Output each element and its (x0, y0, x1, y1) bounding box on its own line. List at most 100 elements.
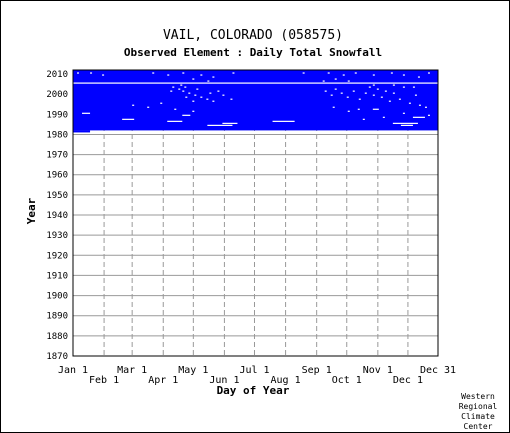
missing-day (380, 96, 383, 98)
y-axis-label: Year (25, 197, 38, 224)
y-tick-label: 2010 (46, 70, 68, 80)
missing-day (180, 84, 183, 86)
missing-day (196, 88, 199, 90)
x-tick-label: Feb 1 (89, 375, 119, 386)
missing-day (354, 72, 357, 74)
missing-segment (412, 116, 425, 118)
missing-day (347, 80, 350, 82)
y-tick-label: 1910 (46, 271, 68, 281)
missing-day (212, 76, 215, 78)
y-tick-label: 1930 (46, 231, 68, 241)
y-tick-label: 2000 (46, 90, 68, 100)
plot-frame (72, 69, 439, 357)
missing-day (327, 72, 330, 74)
missing-day (184, 86, 187, 88)
x-tick-label: Jul 1 (239, 365, 269, 376)
missing-day (132, 104, 135, 106)
missing-day (206, 98, 209, 100)
y-tick-label: 1870 (46, 352, 68, 362)
missing-day (170, 90, 173, 92)
x-tick-label: Jan 1 (58, 365, 88, 376)
chart-subtitle: Observed Element : Daily Total Snowfall (124, 46, 382, 59)
missing-segment (372, 108, 379, 110)
y-tick-label: 1920 (46, 251, 68, 261)
missing-day (388, 100, 391, 102)
missing-day (167, 74, 170, 76)
x-tick-label: May 1 (178, 365, 208, 376)
missing-segment (222, 122, 238, 124)
missing-day (372, 74, 375, 76)
missing-day (182, 90, 185, 92)
missing-day (230, 98, 233, 100)
x-tick-label: Nov 1 (363, 365, 393, 376)
missing-day (334, 78, 337, 80)
missing-day (398, 98, 401, 100)
x-tick-label: Apr 1 (148, 375, 178, 386)
missing-day (194, 94, 197, 96)
data-partial-year (73, 130, 91, 133)
y-tick-label: 1960 (46, 171, 68, 181)
missing-day (376, 88, 379, 90)
missing-day (364, 92, 367, 94)
missing-day (347, 110, 350, 112)
missing-day (402, 74, 405, 76)
x-ticks: Jan 1 Mar 1 May 1 Jul 1 Sep 1 Nov 1 Dec 31 Feb … (58, 365, 456, 386)
missing-day (200, 74, 203, 76)
x-tick-label: Aug 1 (271, 375, 301, 386)
y-tick-label: 1890 (46, 312, 68, 322)
y-tick-label: 1900 (46, 292, 68, 302)
x-tick-label: Dec 1 (393, 375, 423, 386)
missing-day (188, 92, 191, 94)
missing-day (427, 72, 430, 74)
missing-day (418, 104, 421, 106)
y-tick-label: 1970 (46, 151, 68, 161)
missing-day (382, 116, 385, 118)
missing-segment (272, 120, 295, 122)
missing-day (346, 96, 349, 98)
y-ticks: 2010 2000 1990 1980 1970 1960 1950 1940 1930 1920… (46, 70, 68, 362)
missing-day (212, 100, 215, 102)
missing-segment (207, 124, 233, 126)
missing-day (147, 106, 150, 108)
missing-day (90, 72, 93, 74)
missing-day (192, 110, 195, 112)
missing-day (402, 86, 405, 88)
missing-segment (82, 112, 91, 114)
missing-day (414, 94, 417, 96)
x-tick-label: Dec 31 (420, 365, 456, 376)
missing-day (102, 74, 105, 76)
missing-day (358, 98, 361, 100)
credit-line: Western (461, 392, 495, 401)
missing-day (192, 78, 195, 80)
missing-day (192, 100, 195, 102)
missing-day (330, 94, 333, 96)
missing-day (209, 92, 212, 94)
missing-day (392, 84, 395, 86)
x-tick-label: Sep 1 (302, 365, 332, 376)
credit-line: Regional (459, 402, 498, 411)
y-tick-label: 1880 (46, 332, 68, 342)
missing-day (178, 88, 181, 90)
missing-day (232, 72, 235, 74)
missing-day (368, 86, 371, 88)
missing-day (357, 108, 360, 110)
missing-day (152, 72, 155, 74)
y-tick-label: 1980 (46, 130, 68, 140)
missing-segment (392, 122, 418, 124)
credit-line: Center (464, 422, 493, 431)
x-tick-label: Oct 1 (332, 375, 362, 386)
missing-day (222, 94, 225, 96)
missing-day (207, 80, 210, 82)
missing-day (182, 72, 185, 74)
missing-segment (400, 124, 413, 126)
missing-day (427, 114, 430, 116)
missing-day (172, 86, 175, 88)
data-band (73, 70, 438, 131)
missing-day (384, 90, 387, 92)
missing-day (77, 72, 80, 74)
missing-day (185, 96, 188, 98)
x-tick-label: Mar 1 (117, 365, 147, 376)
chart-title: VAIL, COLORADO (058575) (163, 28, 343, 43)
missing-day (352, 90, 355, 92)
